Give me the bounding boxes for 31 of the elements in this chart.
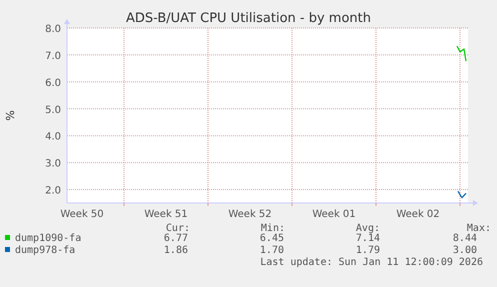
y-tick-label: 2.0 <box>45 186 61 197</box>
y-tick-label: 4.0 <box>45 132 61 143</box>
y-tick-label: 7.0 <box>45 50 61 62</box>
x-tick-label: Week 02 <box>396 209 440 220</box>
text: 1.70 <box>260 245 284 256</box>
y-tick-label: 5.0 <box>45 104 61 116</box>
line-series <box>456 45 467 62</box>
text: Avg: <box>356 223 380 234</box>
x-tick-label: Week 52 <box>228 209 272 220</box>
text: Min: <box>260 223 285 234</box>
text: Cur: <box>166 223 190 234</box>
text: 3.00 <box>452 245 477 256</box>
text: 6.77 <box>164 233 188 244</box>
text: 1.79 <box>356 245 380 256</box>
text: Max: <box>466 223 491 234</box>
text: 7.14 <box>356 233 380 244</box>
text: 6.45 <box>260 233 284 244</box>
text: Last update: Sun Jan 11 12:00:09 2026 <box>260 257 483 268</box>
y-tick-label: 3.0 <box>45 158 61 170</box>
y-tick-label: 6.0 <box>45 78 61 89</box>
text: 1.86 <box>164 245 188 256</box>
y-tick-label: 8.0 <box>45 24 61 35</box>
text: 8.44 <box>452 233 477 244</box>
line-series <box>457 190 467 198</box>
x-tick-label: Week 51 <box>144 209 188 220</box>
x-tick-label: Week 01 <box>312 209 356 220</box>
x-tick-label: Week 50 <box>60 209 104 220</box>
legend-label: dump978-fa <box>15 245 76 256</box>
y-axis-title: % <box>4 110 17 121</box>
chart-title: ADS-B/UAT CPU Utilisation - by month <box>126 11 372 26</box>
legend-label: dump1090-fa <box>15 233 82 244</box>
